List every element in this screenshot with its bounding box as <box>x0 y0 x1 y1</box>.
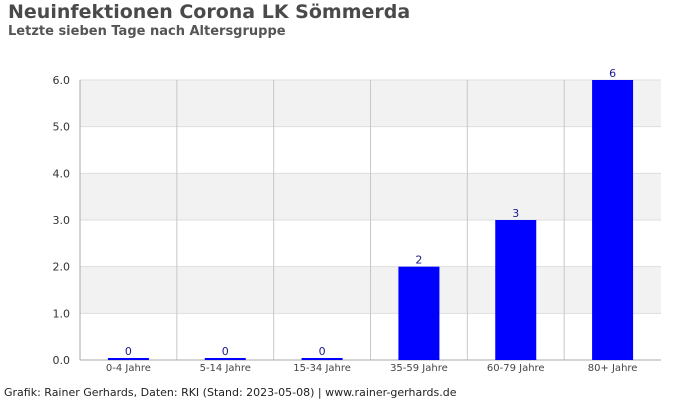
chart-title: Neuinfektionen Corona LK Sömmerda <box>8 1 411 23</box>
bar <box>592 80 634 360</box>
bar <box>204 358 246 360</box>
data-label: 3 <box>512 207 519 220</box>
x-tick-label: 80+ Jahre <box>588 363 638 374</box>
y-tick-label: 4.0 <box>53 167 71 180</box>
y-tick-label: 0.0 <box>53 354 71 367</box>
y-tick-label: 3.0 <box>53 214 71 227</box>
y-tick-label: 5.0 <box>53 121 71 134</box>
data-label: 0 <box>125 345 132 358</box>
data-label: 0 <box>319 345 326 358</box>
bar <box>398 266 440 360</box>
bar-chart: 0.0 1.0 2.0 3.0 4.0 5.0 6.0 0 0-4 Jahre 0 5-14 Jah… <box>53 67 661 374</box>
y-tick-label: 2.0 <box>53 261 71 274</box>
bar <box>301 358 343 360</box>
x-tick-label: 60-79 Jahre <box>487 363 545 374</box>
y-tick-label: 6.0 <box>53 74 71 87</box>
source-footer: Grafik: Rainer Gerhards, Daten: RKI (Sta… <box>4 386 457 399</box>
data-label: 2 <box>415 254 422 267</box>
x-tick-label: 15-34 Jahre <box>293 363 351 374</box>
y-tick-label: 1.0 <box>53 307 71 320</box>
data-label: 6 <box>609 67 616 80</box>
x-tick-label: 35-59 Jahre <box>390 363 448 374</box>
chart-subtitle: Letzte sieben Tage nach Altersgruppe <box>8 24 286 39</box>
data-label: 0 <box>222 345 229 358</box>
bar <box>495 220 537 360</box>
bar <box>107 358 149 360</box>
x-tick-label: 0-4 Jahre <box>106 363 151 374</box>
x-tick-label: 5-14 Jahre <box>200 363 251 374</box>
